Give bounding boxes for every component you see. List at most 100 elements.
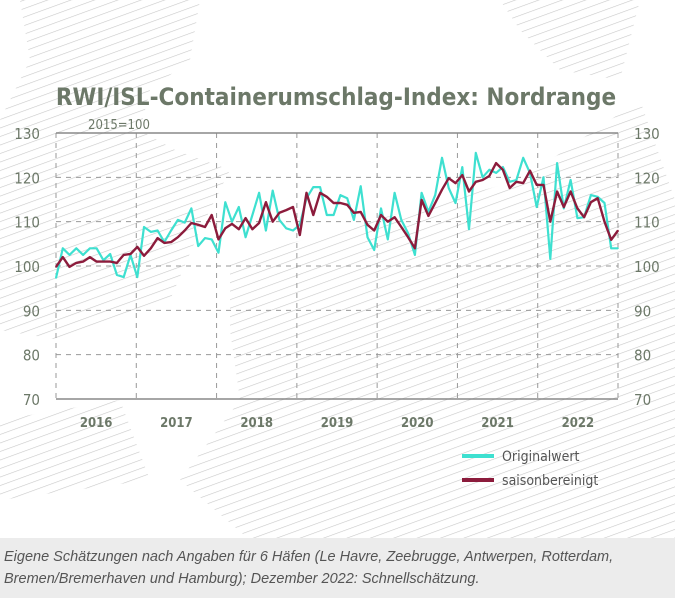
data-point: [420, 199, 423, 201]
data-point: [617, 247, 619, 250]
data-point: [177, 219, 179, 221]
data-point: [312, 186, 315, 188]
data-point: [522, 182, 525, 184]
data-point: [332, 202, 335, 204]
data-point: [461, 166, 464, 168]
data-point: [454, 202, 457, 204]
y-tick-label-right: 120: [634, 169, 660, 187]
data-point: [603, 220, 606, 223]
y-tick-label-right: 110: [634, 214, 660, 232]
data-point: [231, 223, 233, 225]
data-point: [495, 162, 497, 164]
caption-background: [0, 538, 675, 598]
data-point: [434, 202, 436, 204]
data-point: [556, 162, 558, 164]
data-point: [292, 229, 294, 232]
y-tick-label-left: 110: [14, 214, 40, 232]
data-point: [82, 260, 84, 263]
data-point: [359, 185, 362, 187]
data-point: [163, 242, 166, 244]
data-point: [447, 177, 450, 180]
data-point: [596, 197, 599, 199]
data-point: [204, 237, 206, 239]
data-point: [386, 238, 389, 241]
data-point: [468, 228, 470, 231]
data-point: [251, 214, 254, 216]
data-point: [461, 174, 464, 176]
data-point: [61, 256, 64, 258]
data-point: [590, 194, 592, 196]
data-point: [271, 220, 274, 223]
x-tick-label: 2021: [481, 416, 514, 431]
y-tick-label-left: 70: [23, 391, 40, 409]
x-tick-label: 2017: [160, 416, 193, 431]
data-point: [515, 180, 518, 183]
data-point: [549, 220, 552, 223]
data-point: [95, 260, 98, 263]
data-point: [136, 246, 139, 248]
y-tick-label-left: 90: [23, 302, 40, 320]
data-point: [217, 251, 220, 254]
data-point: [542, 176, 545, 179]
data-point: [89, 247, 91, 250]
data-point: [326, 196, 328, 198]
y-tick-label-left: 100: [14, 258, 40, 276]
caption: Eigene Schätzungen nach Angaben für 6 Hä…: [4, 549, 614, 587]
data-point: [346, 204, 348, 206]
data-point: [61, 247, 64, 250]
data-point: [136, 276, 139, 278]
data-point: [109, 253, 111, 255]
chart-subtitle: 2015=100: [88, 118, 150, 133]
data-point: [183, 229, 186, 232]
data-point: [217, 238, 220, 241]
data-point: [177, 236, 179, 238]
y-tick-label-right: 80: [634, 347, 651, 365]
data-point: [292, 206, 294, 208]
data-point: [353, 212, 355, 214]
data-point: [454, 182, 457, 184]
y-tick-label-right: 90: [634, 302, 651, 320]
data-point: [102, 260, 105, 263]
legend-label-saisonbereinigt: saisonbereinigt: [502, 473, 598, 489]
data-point: [319, 192, 321, 194]
y-tick-label-right: 100: [634, 258, 660, 276]
data-point: [529, 169, 531, 172]
data-point: [373, 249, 376, 251]
data-point: [339, 194, 342, 196]
chart-title: RWI/ISL-Containerumschlag-Index: Nordran…: [56, 83, 616, 111]
data-point: [447, 187, 450, 189]
data-point: [190, 222, 193, 224]
data-point: [258, 192, 260, 194]
data-point: [204, 226, 206, 228]
data-point: [386, 220, 389, 223]
data-point: [380, 207, 382, 210]
data-point: [475, 152, 477, 154]
data-point: [481, 179, 484, 181]
data-point: [420, 192, 423, 194]
data-point: [603, 202, 606, 204]
data-point: [210, 214, 213, 216]
data-point: [143, 226, 145, 228]
data-point: [244, 236, 247, 238]
data-point: [502, 168, 504, 171]
x-tick-label: 2016: [80, 416, 113, 431]
data-point: [95, 247, 98, 250]
data-point: [75, 247, 78, 250]
data-point: [312, 214, 315, 216]
data-point: [75, 262, 78, 264]
data-point: [366, 223, 369, 226]
data-point: [210, 238, 213, 241]
data-point: [542, 184, 545, 186]
data-point: [346, 197, 348, 199]
data-point: [156, 237, 159, 239]
data-point: [407, 236, 409, 238]
data-point: [569, 190, 572, 193]
data-point: [224, 201, 227, 203]
data-point: [116, 274, 118, 276]
data-point: [522, 157, 525, 159]
data-point: [332, 214, 335, 216]
data-point: [271, 189, 274, 192]
y-tick-label-left: 130: [14, 125, 40, 143]
data-point: [149, 247, 152, 250]
legend: Originalwert saisonbereinigt: [462, 449, 598, 489]
